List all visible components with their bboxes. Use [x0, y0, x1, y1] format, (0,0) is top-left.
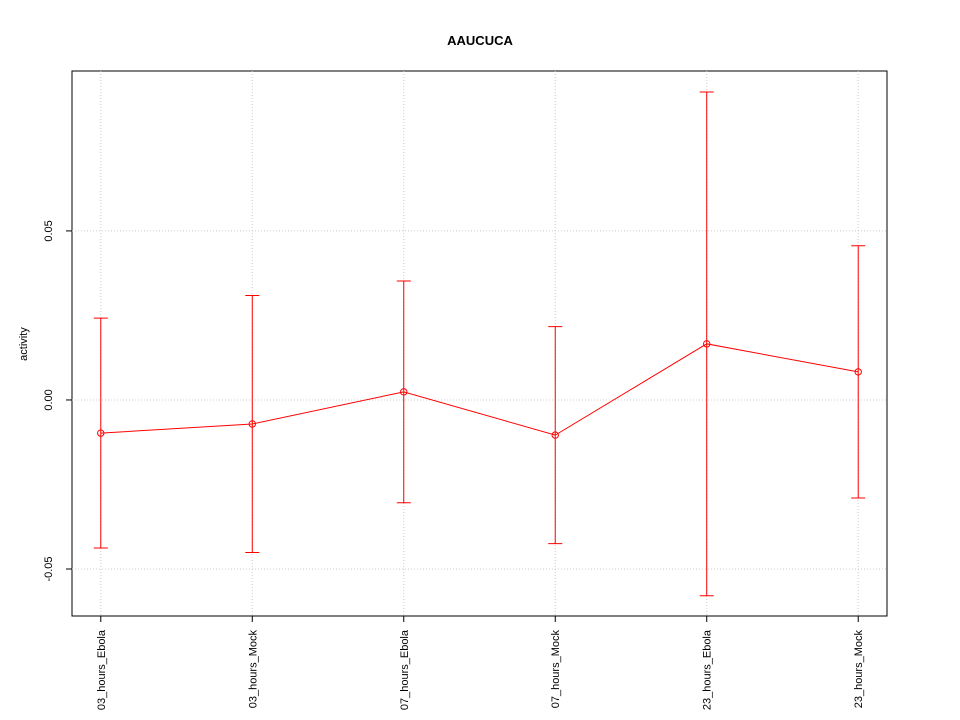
y-axis-label: activity: [18, 327, 30, 361]
error-bar: [548, 326, 563, 545]
y-tick-label: -0.05: [43, 556, 55, 581]
x-tick-label: 23_hours_Mock: [853, 630, 865, 709]
point: [97, 429, 105, 437]
x-tick-label: 23_hours_Ebola: [702, 629, 714, 710]
x-tick-label: 03_hours_Mock: [247, 630, 259, 709]
y-tick-label: 0.05: [43, 220, 55, 241]
error-bar: [93, 317, 108, 549]
series-line: [100, 343, 859, 436]
x-tick-label: 03_hours_Ebola: [96, 629, 108, 710]
point: [703, 340, 711, 348]
x-tick-label: 07_hours_Mock: [550, 630, 562, 709]
point: [400, 388, 408, 396]
point: [854, 368, 862, 376]
error-bar: [699, 91, 714, 597]
point: [248, 420, 256, 428]
plot-frame: [71, 70, 888, 617]
x-tick-label: 07_hours_Ebola: [399, 629, 411, 710]
error-bar: [396, 280, 411, 504]
chart-title: AAUCUCA: [447, 33, 513, 48]
error-bar: [245, 294, 260, 553]
error-bar: [851, 245, 866, 499]
y-tick-label: 0.00: [43, 389, 55, 410]
point: [551, 431, 559, 439]
